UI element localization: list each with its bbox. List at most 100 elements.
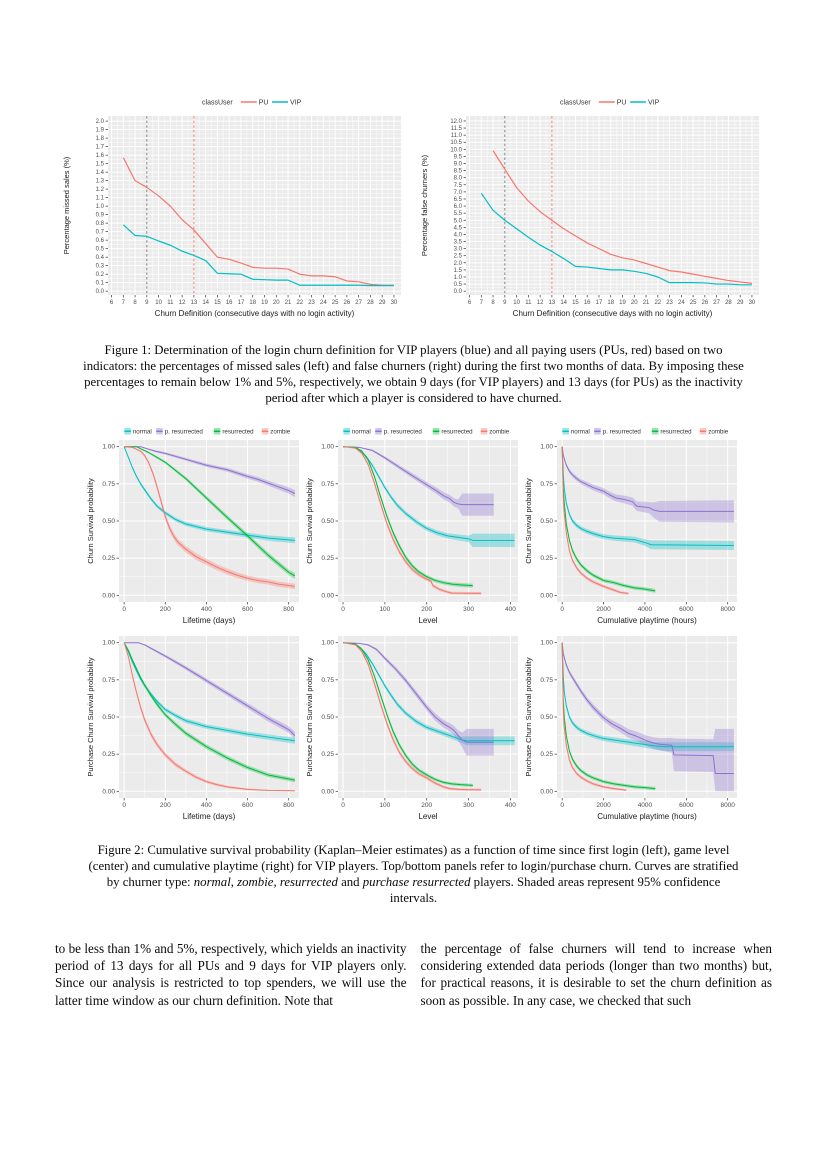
svg-text:5.5: 5.5 bbox=[454, 211, 463, 217]
svg-text:7: 7 bbox=[122, 300, 126, 306]
svg-text:8000: 8000 bbox=[720, 802, 735, 809]
svg-text:1.5: 1.5 bbox=[454, 268, 463, 274]
svg-text:1.0: 1.0 bbox=[96, 204, 105, 210]
svg-text:16: 16 bbox=[584, 300, 591, 306]
svg-text:300: 300 bbox=[463, 606, 474, 613]
svg-text:6: 6 bbox=[110, 300, 114, 306]
svg-text:1.00: 1.00 bbox=[321, 640, 334, 647]
svg-text:0.50: 0.50 bbox=[321, 714, 334, 721]
svg-text:10.0: 10.0 bbox=[450, 147, 462, 153]
svg-text:0.50: 0.50 bbox=[321, 518, 334, 525]
svg-text:15: 15 bbox=[572, 300, 579, 306]
svg-text:300: 300 bbox=[463, 802, 474, 809]
svg-text:PU: PU bbox=[617, 100, 627, 107]
svg-text:Churn Definition (consecutive: Churn Definition (consecutive days with … bbox=[155, 309, 355, 318]
figure2-section: 0 200 400 600 800 0.00 0.25 0.50 0.75 1.00 Lifetim… bbox=[85, 424, 745, 826]
svg-text:800: 800 bbox=[283, 802, 294, 809]
svg-text:0.75: 0.75 bbox=[102, 677, 115, 684]
svg-text:1.4: 1.4 bbox=[96, 170, 105, 176]
svg-text:6.0: 6.0 bbox=[454, 204, 463, 210]
svg-text:8: 8 bbox=[491, 300, 495, 306]
svg-text:400: 400 bbox=[201, 606, 212, 613]
svg-text:classUser: classUser bbox=[202, 100, 233, 107]
svg-text:28: 28 bbox=[367, 300, 374, 306]
svg-text:22: 22 bbox=[654, 300, 661, 306]
svg-text:3.5: 3.5 bbox=[454, 240, 463, 246]
svg-text:6.5: 6.5 bbox=[454, 197, 463, 203]
svg-text:normal: normal bbox=[352, 429, 371, 436]
figure1-caption: Figure 1: Determination of the login chu… bbox=[83, 343, 744, 405]
svg-text:13: 13 bbox=[549, 300, 556, 306]
svg-text:7.5: 7.5 bbox=[454, 183, 463, 189]
svg-text:0.7: 0.7 bbox=[96, 230, 105, 236]
svg-text:0.1: 0.1 bbox=[96, 281, 105, 287]
svg-text:0.25: 0.25 bbox=[540, 751, 553, 758]
svg-text:Cumulative playtime (hours): Cumulative playtime (hours) bbox=[597, 812, 697, 821]
svg-text:0.2: 0.2 bbox=[96, 272, 105, 278]
svg-text:0.6: 0.6 bbox=[96, 238, 105, 244]
svg-text:2.0: 2.0 bbox=[96, 119, 105, 125]
svg-text:21: 21 bbox=[643, 300, 650, 306]
svg-text:600: 600 bbox=[242, 802, 253, 809]
svg-text:2000: 2000 bbox=[596, 802, 611, 809]
figure1-false-churners-chart: 6 7 8 9 10 11 12 13 14 15 16 17 18 19 20 21 22 23 24 25 26 27… bbox=[416, 90, 768, 326]
svg-text:0.00: 0.00 bbox=[102, 592, 115, 599]
svg-text:17: 17 bbox=[238, 300, 245, 306]
svg-text:15: 15 bbox=[214, 300, 221, 306]
svg-text:0.25: 0.25 bbox=[321, 555, 334, 562]
svg-text:22: 22 bbox=[296, 300, 303, 306]
svg-text:600: 600 bbox=[242, 606, 253, 613]
svg-text:24: 24 bbox=[678, 300, 685, 306]
svg-text:zombie: zombie bbox=[489, 429, 510, 436]
figure2-login-churn-level-chart: 0 100 200 300 400 0.00 0.25 0.50 0.75 1.00 Level Ch… bbox=[304, 424, 523, 630]
svg-text:1.00: 1.00 bbox=[102, 640, 115, 647]
figure1-section: 6 7 8 9 10 11 12 13 14 15 16 17 18 19 20 21 22 23 24 25 26 27… bbox=[58, 0, 772, 326]
svg-text:1.00: 1.00 bbox=[540, 640, 553, 647]
svg-text:11.5: 11.5 bbox=[451, 126, 463, 132]
svg-text:0.25: 0.25 bbox=[102, 555, 115, 562]
svg-text:9: 9 bbox=[503, 300, 507, 306]
svg-text:11: 11 bbox=[167, 300, 174, 306]
svg-text:200: 200 bbox=[160, 802, 171, 809]
svg-text:Purchase Churn Survival probab: Purchase Churn Survival probability bbox=[305, 657, 314, 776]
svg-text:12: 12 bbox=[179, 300, 186, 306]
svg-text:Percentage false churners (%): Percentage false churners (%) bbox=[420, 154, 429, 256]
svg-text:0.50: 0.50 bbox=[102, 518, 115, 525]
svg-text:4000: 4000 bbox=[638, 606, 653, 613]
svg-text:0: 0 bbox=[122, 606, 126, 613]
svg-text:0.00: 0.00 bbox=[540, 592, 553, 599]
svg-text:27: 27 bbox=[355, 300, 362, 306]
svg-text:30: 30 bbox=[391, 300, 398, 306]
svg-text:2.5: 2.5 bbox=[454, 254, 463, 260]
svg-text:200: 200 bbox=[421, 802, 432, 809]
svg-text:5.0: 5.0 bbox=[454, 218, 463, 224]
svg-text:20: 20 bbox=[631, 300, 638, 306]
svg-text:1.8: 1.8 bbox=[96, 136, 105, 142]
svg-text:PU: PU bbox=[259, 100, 269, 107]
svg-text:Purchase Churn Survival probab: Purchase Churn Survival probability bbox=[524, 657, 533, 776]
svg-text:1.1: 1.1 bbox=[96, 196, 105, 202]
svg-text:1.00: 1.00 bbox=[102, 444, 115, 451]
svg-text:1.3: 1.3 bbox=[96, 179, 105, 185]
svg-text:normal: normal bbox=[133, 429, 152, 436]
svg-text:29: 29 bbox=[737, 300, 744, 306]
svg-text:VIP: VIP bbox=[648, 100, 660, 107]
svg-text:0.50: 0.50 bbox=[540, 714, 553, 721]
svg-text:20: 20 bbox=[273, 300, 280, 306]
svg-text:19: 19 bbox=[261, 300, 268, 306]
svg-text:Level: Level bbox=[418, 616, 437, 625]
svg-text:1.6: 1.6 bbox=[96, 153, 105, 159]
figure2-login-churn-playtime-chart: 0 2000 4000 6000 8000 0.00 0.25 0.50 0.75 1.00 Cum… bbox=[523, 424, 742, 630]
svg-text:8.0: 8.0 bbox=[454, 176, 463, 182]
svg-text:11: 11 bbox=[525, 300, 532, 306]
svg-text:0.00: 0.00 bbox=[540, 788, 553, 795]
figure2-login-churn-lifetime-chart: 0 200 400 600 800 0.00 0.25 0.50 0.75 1.00 Lifetim… bbox=[85, 424, 304, 630]
svg-text:18: 18 bbox=[249, 300, 256, 306]
svg-text:0: 0 bbox=[122, 802, 126, 809]
figure2-purchase-churn-playtime-chart: 0 2000 4000 6000 8000 0.00 0.25 0.50 0.75 1.00 Cum… bbox=[523, 630, 742, 826]
svg-text:0: 0 bbox=[341, 606, 345, 613]
svg-text:0.75: 0.75 bbox=[540, 677, 553, 684]
svg-text:7: 7 bbox=[480, 300, 484, 306]
svg-text:400: 400 bbox=[505, 802, 516, 809]
